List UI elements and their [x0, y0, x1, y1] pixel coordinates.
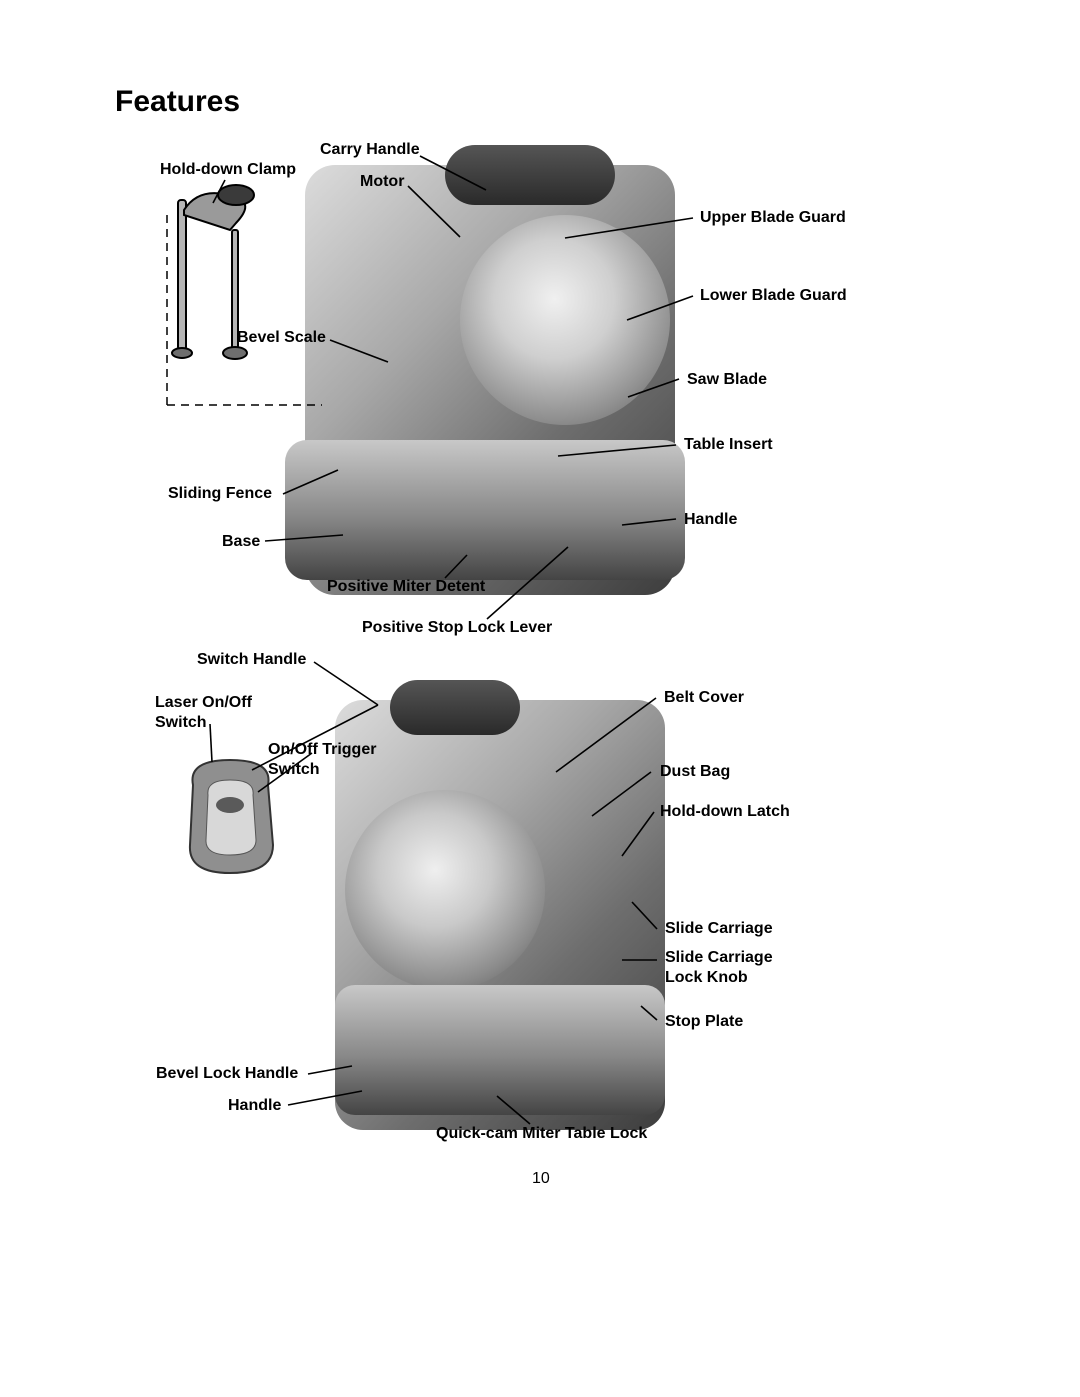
label-handle-2: Handle — [228, 1096, 281, 1116]
label-upper-blade-guard: Upper Blade Guard — [700, 208, 846, 228]
label-on-off-trigger: On/Off Trigger Switch — [268, 740, 376, 780]
saw-base-photo — [285, 440, 685, 580]
saw-rear-handle-photo — [390, 680, 520, 735]
manual-page: Features — [0, 0, 1080, 1397]
label-carry-handle: Carry Handle — [320, 140, 420, 160]
label-positive-stop-lock-lever: Positive Stop Lock Lever — [362, 618, 552, 638]
label-bevel-scale: Bevel Scale — [237, 328, 326, 348]
saw-rear-base-photo — [335, 985, 665, 1115]
label-saw-blade: Saw Blade — [687, 370, 767, 390]
label-motor: Motor — [360, 172, 404, 192]
label-sliding-fence: Sliding Fence — [168, 484, 272, 504]
label-handle-1: Handle — [684, 510, 737, 530]
label-lower-blade-guard: Lower Blade Guard — [700, 286, 847, 306]
label-switch-handle: Switch Handle — [197, 650, 306, 670]
label-laser-on-off: Laser On/Off Switch — [155, 693, 252, 733]
page-number: 10 — [532, 1170, 550, 1188]
label-positive-miter-detent: Positive Miter Detent — [327, 577, 485, 597]
label-slide-carriage: Slide Carriage — [665, 919, 773, 939]
saw-blade-disc — [460, 215, 670, 425]
label-slide-carriage-lock-knob: Slide Carriage Lock Knob — [665, 948, 773, 988]
label-hold-down-clamp: Hold-down Clamp — [160, 160, 296, 180]
saw-handle-photo — [445, 145, 615, 205]
label-hold-down-latch: Hold-down Latch — [660, 802, 790, 822]
label-table-insert: Table Insert — [684, 435, 773, 455]
label-stop-plate: Stop Plate — [665, 1012, 743, 1032]
label-bevel-lock-handle: Bevel Lock Handle — [156, 1064, 298, 1084]
label-dust-bag: Dust Bag — [660, 762, 730, 782]
saw-rear-blade-disc — [345, 790, 545, 990]
label-belt-cover: Belt Cover — [664, 688, 744, 708]
features-heading: Features — [115, 85, 240, 119]
label-quick-cam: Quick-cam Miter Table Lock — [436, 1124, 647, 1144]
label-base: Base — [222, 532, 260, 552]
